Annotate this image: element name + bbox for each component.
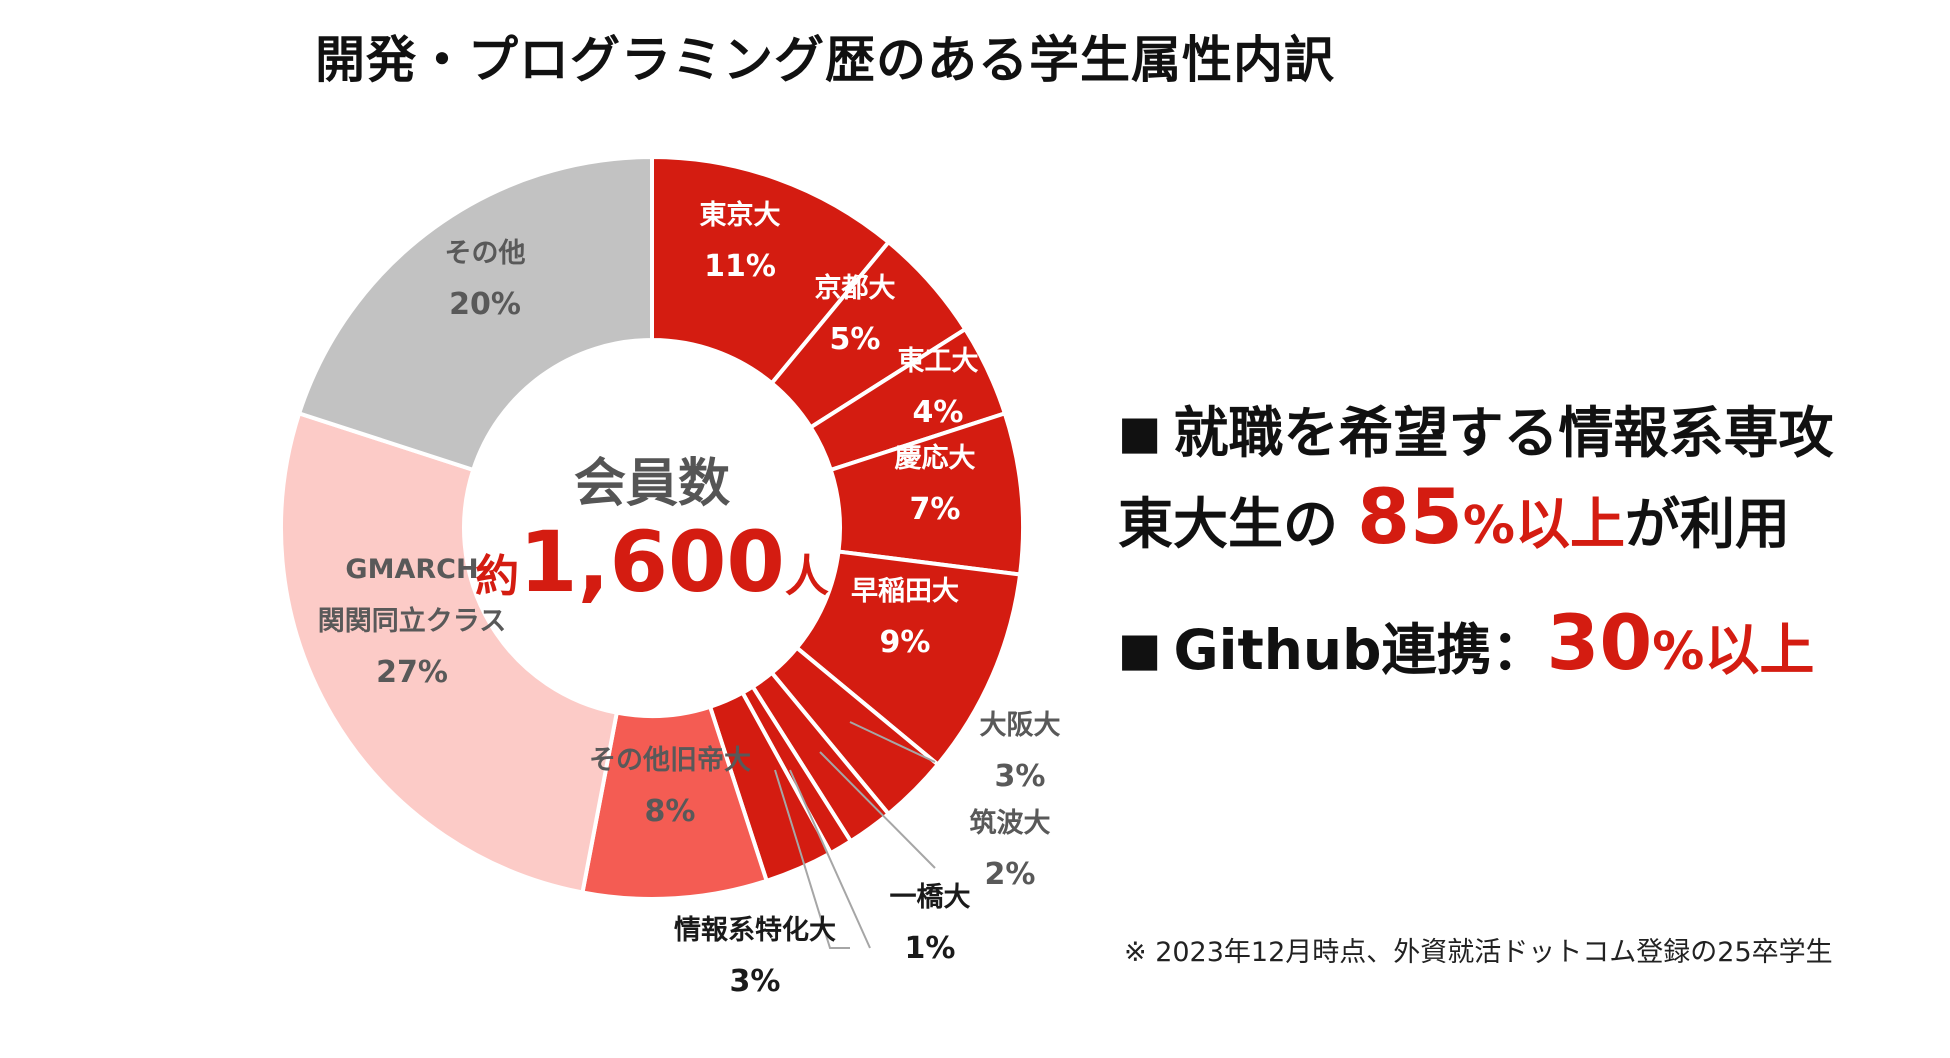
highlight-line-2: 東大生の 85%以上が利用	[1118, 472, 1790, 561]
slice-value-label-大阪大: 3%	[995, 759, 1046, 794]
highlight-line-2-post: が利用	[1625, 492, 1791, 556]
highlight-30-percent: %	[1652, 622, 1705, 682]
slice-name-label-東京大: 東京大	[700, 199, 781, 231]
slice-name-label-GMARCH-関関同立クラス: GMARCH	[345, 554, 478, 585]
slice-value-label-慶応大: 7%	[910, 492, 961, 527]
center-label-count: 約1,600人	[475, 513, 829, 611]
footnote: ※ 2023年12月時点、外資就活ドットコム登録の25卒学生	[1124, 937, 1833, 968]
slice-name-label-東工大: 東工大	[898, 346, 979, 377]
square-bullet-icon: ■	[1118, 622, 1162, 676]
slice-value-label-東工大: 4%	[913, 395, 964, 430]
slice-その他	[296, 154, 654, 473]
slice-name-label-筑波大: 筑波大	[970, 807, 1051, 839]
slice-value-label-京都大: 5%	[830, 322, 881, 357]
slice-GMARCH-関関同立クラス	[279, 410, 620, 895]
highlight-30-tail: 以上	[1704, 618, 1815, 682]
slice-name-label-一橋大: 一橋大	[890, 882, 971, 913]
slice-value-label-一橋大: 1%	[905, 931, 956, 966]
slice-value-label-その他旧帝大: 8%	[645, 794, 696, 829]
center-count-number: 1,600	[519, 513, 785, 611]
leader-line-情報系特化大	[774, 769, 850, 949]
center-label-title: 会員数	[574, 454, 730, 514]
slice-value-label-早稲田大: 9%	[880, 625, 931, 660]
slice-name-label-情報系特化大: 情報系特化大	[674, 915, 836, 946]
center-count-prefix: 約	[475, 551, 519, 602]
slice-value-label-情報系特化大: 3%	[730, 964, 781, 999]
leader-line-筑波大	[819, 751, 936, 869]
slice-name-label-京都大: 京都大	[815, 272, 896, 304]
slice-name-label-慶応大: 慶応大	[895, 442, 976, 474]
highlight-line-3-pre: Github連携：	[1173, 618, 1547, 682]
slice-name-label-GMARCH-関関同立クラス: 関関同立クラス	[318, 605, 506, 637]
slice-name-label-早稲田大: 早稲田大	[851, 576, 959, 607]
highlight-85-number: 85	[1357, 472, 1463, 561]
square-bullet-icon: ■	[1118, 405, 1162, 459]
page-title: 開発・プログラミング歴のある学生属性内訳	[315, 31, 1335, 89]
slice-value-label-筑波大: 2%	[985, 857, 1036, 892]
highlight-30-number: 30	[1546, 598, 1653, 687]
center-count-suffix: 人	[785, 551, 829, 602]
highlight-line-1: ■ 就職を希望する情報系専攻	[1118, 388, 1833, 468]
highlight-line-1-text: 就職を希望する情報系専攻	[1173, 401, 1834, 465]
highlight-85-percent: %	[1462, 496, 1516, 556]
highlight-line-3: ■ Github連携：30%以上	[1118, 598, 1814, 687]
slice-value-label-その他: 20%	[449, 287, 521, 322]
slice-name-label-大阪大: 大阪大	[980, 710, 1061, 741]
slice-name-label-その他旧帝大: その他旧帝大	[589, 744, 751, 776]
leader-line-一橋大	[789, 769, 871, 949]
highlight-85-tail: 以上	[1515, 492, 1626, 556]
slice-name-label-その他: その他	[445, 238, 526, 269]
leader-line-大阪大	[849, 721, 936, 763]
slice-value-label-東京大: 11%	[704, 249, 776, 284]
slice-value-label-GMARCH-関関同立クラス: 27%	[376, 655, 448, 690]
highlight-line-2-pre: 東大生の	[1118, 492, 1358, 556]
